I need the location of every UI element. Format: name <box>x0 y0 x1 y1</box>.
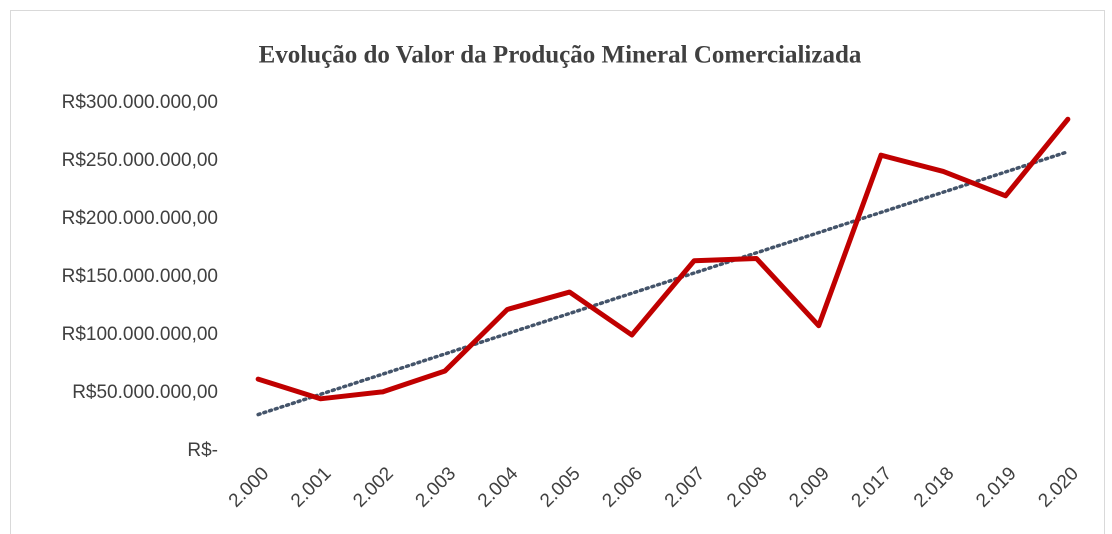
data-line <box>255 116 1071 402</box>
y-tick-label: R$- <box>187 440 218 461</box>
y-tick-label: R$200.000.000,00 <box>62 208 218 229</box>
y-tick-label: R$300.000.000,00 <box>62 92 218 113</box>
y-tick-label: R$250.000.000,00 <box>62 150 218 171</box>
y-tick-label: R$100.000.000,00 <box>62 324 218 345</box>
chart-border <box>10 10 1105 534</box>
y-tick-label: R$50.000.000,00 <box>72 382 218 403</box>
trendline <box>256 149 1070 417</box>
y-tick-label: R$150.000.000,00 <box>62 266 218 287</box>
chart-title: Evolução do Valor da Produção Mineral Co… <box>259 42 862 69</box>
